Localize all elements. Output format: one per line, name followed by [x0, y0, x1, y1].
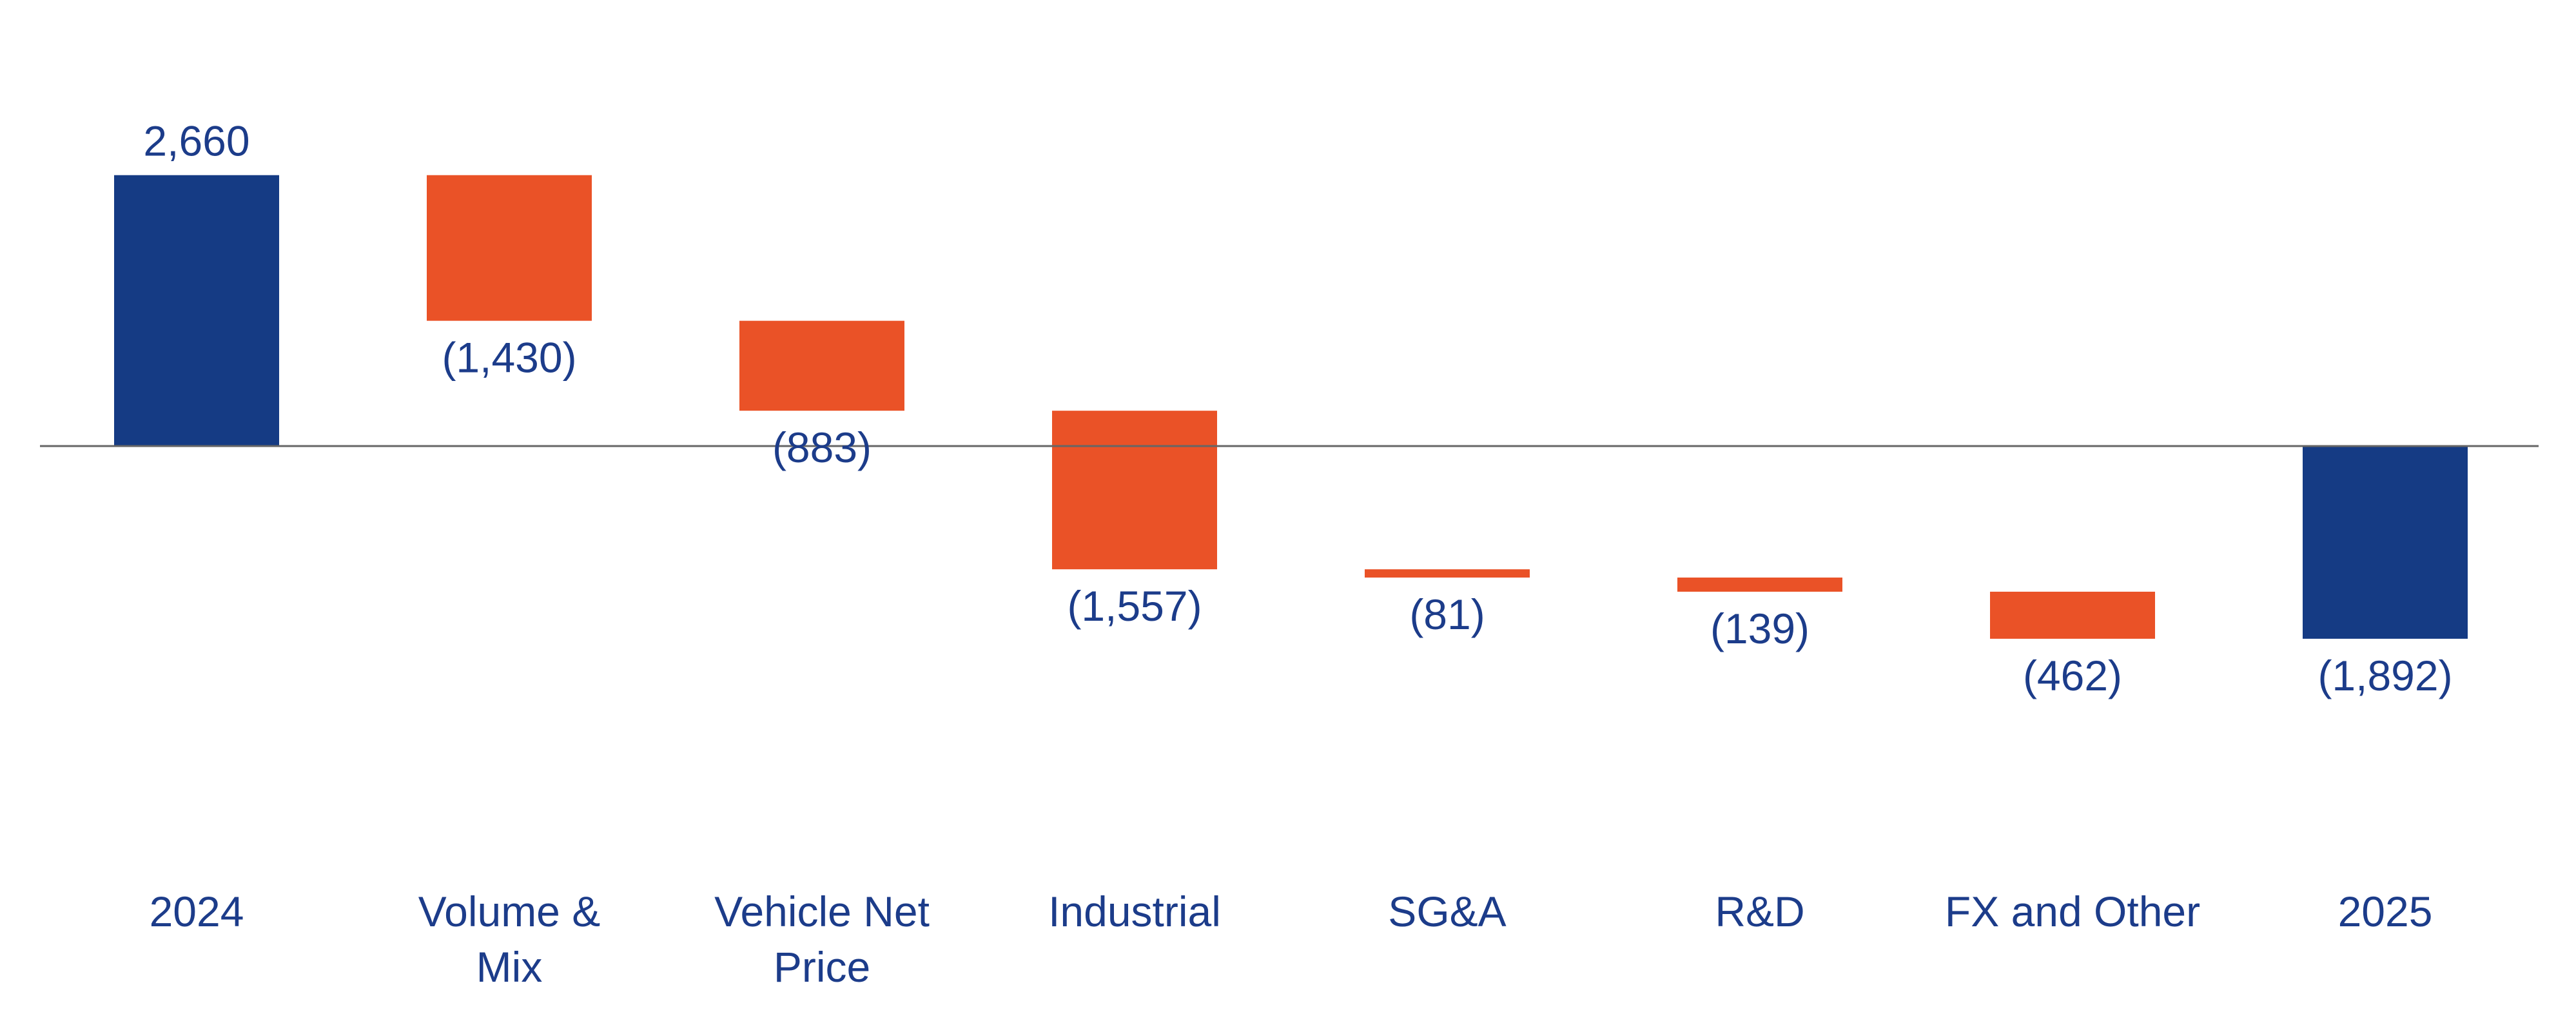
category-label-1-line-0: Volume &	[418, 888, 601, 935]
value-label-3: (1,557)	[1067, 582, 1202, 630]
bar-2	[739, 320, 904, 411]
category-label-4: SG&A	[1388, 888, 1506, 935]
value-label-1: (1,430)	[442, 334, 576, 382]
value-label-6: (462)	[2023, 652, 2122, 699]
category-label-7: 2025	[2338, 888, 2433, 935]
category-label-2-line-0: Vehicle Net	[714, 888, 930, 935]
value-label-4: (81)	[1409, 590, 1485, 638]
category-labels-layer: 2024 Volume & Mix Vehicle Net Price Industria…	[150, 888, 2433, 991]
value-label-5: (139)	[1710, 605, 1810, 652]
category-label-3-line-0: Industrial	[1048, 888, 1221, 935]
category-label-4-line-0: SG&A	[1388, 888, 1506, 935]
value-label-2: (883)	[772, 424, 872, 471]
bar-1	[427, 175, 592, 321]
bar-7	[2303, 446, 2468, 639]
category-label-2: Vehicle Net Price	[714, 888, 930, 991]
value-label-0: 2,660	[143, 117, 249, 165]
bar-6	[1990, 591, 2155, 639]
bar-4	[1365, 569, 1530, 578]
category-label-6-line-0: FX and Other	[1945, 888, 2200, 935]
bar-0	[114, 175, 279, 446]
category-label-0-line-0: 2024	[150, 888, 244, 935]
category-label-1-line-1: Mix	[476, 943, 543, 991]
category-label-2-line-1: Price	[774, 943, 870, 991]
category-label-3: Industrial	[1048, 888, 1221, 935]
category-label-5-line-0: R&D	[1715, 888, 1804, 935]
category-label-1: Volume & Mix	[418, 888, 601, 991]
value-label-7: (1,892)	[2317, 652, 2452, 699]
bar-5	[1677, 577, 1842, 592]
category-label-7-line-0: 2025	[2338, 888, 2433, 935]
bars-layer	[114, 175, 2468, 639]
category-label-6: FX and Other	[1945, 888, 2200, 935]
category-label-0: 2024	[150, 888, 244, 935]
category-label-5: R&D	[1715, 888, 1804, 935]
value-labels-layer: 2,660 (1,430) (883) (1,557) (81) (139) (462) (1…	[143, 117, 2452, 699]
bar-3	[1052, 411, 1217, 570]
